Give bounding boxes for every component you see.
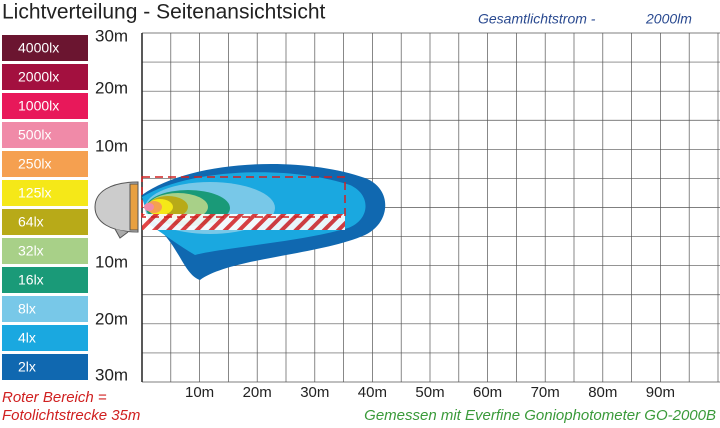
legend-label: 8lx (18, 301, 36, 317)
legend-label: 64lx (18, 214, 44, 230)
flux-value: 2000lm (645, 11, 692, 27)
note-red: Fotolichtstrecke 35m (2, 407, 140, 424)
x-label: 70m (531, 384, 560, 401)
legend-swatch (2, 296, 88, 322)
flux-label: Gesamtlichtstrom - (478, 11, 596, 27)
x-label: 40m (358, 384, 387, 401)
photo-range-box (141, 176, 346, 218)
legend-swatch (2, 35, 88, 61)
legend-label: 4000lx (18, 40, 59, 56)
y-label: 20m (95, 309, 128, 328)
legend-label: 32lx (18, 243, 44, 259)
legend-swatch (2, 238, 88, 264)
legend-label: 250lx (18, 156, 51, 172)
y-label: 10m (95, 136, 128, 155)
legend-swatch (2, 151, 88, 177)
legend-label: 500lx (18, 127, 51, 143)
x-label: 10m (185, 384, 214, 401)
y-label: 30m (95, 26, 128, 45)
x-label: 90m (646, 384, 675, 401)
note-red: Roter Bereich = (2, 389, 107, 406)
y-label: 30m (95, 365, 128, 384)
legend-swatch (2, 354, 88, 380)
legend-label: 16lx (18, 272, 44, 288)
legend-swatch (2, 93, 88, 119)
y-label: 20m (95, 78, 128, 97)
y-label: 10m (95, 252, 128, 271)
x-label: 30m (300, 384, 329, 401)
grid (141, 32, 720, 383)
title: Lichtverteilung - Seitenansichtsicht (2, 1, 326, 24)
legend-label: 2lx (18, 359, 36, 375)
lamp-icon (94, 181, 139, 239)
x-label: 50m (415, 384, 444, 401)
x-label: 60m (473, 384, 502, 401)
legend-swatch (2, 64, 88, 90)
legend-label: 1000lx (18, 98, 59, 114)
legend-label: 4lx (18, 330, 36, 346)
legend-swatch (2, 209, 88, 235)
photo-range-hatch (142, 214, 345, 230)
x-label: 20m (243, 384, 272, 401)
note-green: Gemessen mit Everfine Goniophotometer GO… (364, 407, 716, 424)
legend-label: 125lx (18, 185, 51, 201)
legend-swatch (2, 325, 88, 351)
legend-swatch (2, 180, 88, 206)
legend-swatch (2, 122, 88, 148)
legend-label: 2000lx (18, 69, 59, 85)
x-label: 80m (588, 384, 617, 401)
legend-swatch (2, 267, 88, 293)
